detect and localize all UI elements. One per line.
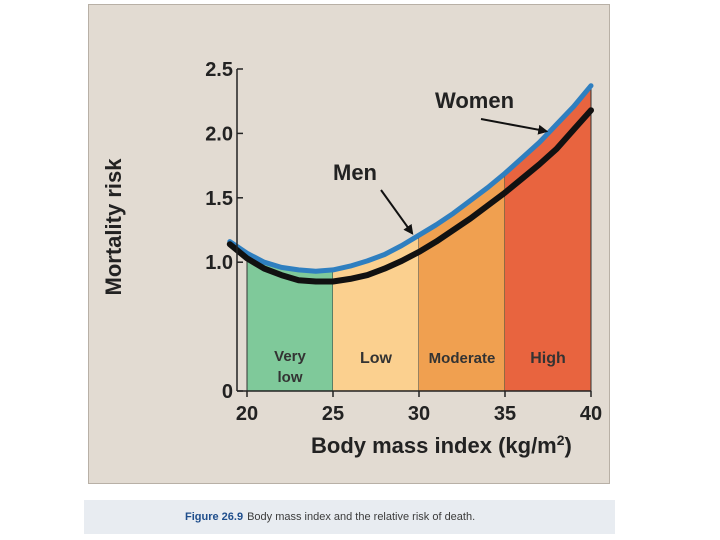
figure-panel: 0 1.0 1.5 2.0 2.5 20 25 30 35 40 Body mass index (… — [88, 4, 610, 484]
zone-label-0-0: Very — [274, 348, 306, 365]
y-tick-label-3: 2.0 — [205, 123, 233, 145]
y-axis-title: Mortality risk — [101, 158, 126, 296]
zone-label-0-1: low — [278, 369, 303, 386]
y-tick-label-4: 2.5 — [205, 59, 233, 81]
zone-0 — [247, 253, 333, 391]
zone-2 — [419, 173, 505, 391]
caption-label: Figure 26.9 — [185, 511, 244, 523]
zone-3 — [505, 85, 591, 391]
y-tick-label-0: 0 — [222, 381, 233, 403]
women-arrow — [480, 118, 549, 135]
x-axis-title: Body mass index (kg/m2) — [311, 432, 572, 458]
figure-caption: Figure 26.9 Body mass index and the rela… — [84, 500, 615, 534]
men-label: Men — [333, 160, 377, 185]
zone-label-3-0: High — [530, 350, 566, 367]
mortality-risk-chart: 0 1.0 1.5 2.0 2.5 20 25 30 35 40 Body mass index (… — [101, 59, 602, 458]
zone-label-2-0: Moderate — [429, 350, 496, 367]
series-line-women — [227, 83, 594, 274]
caption-text: Body mass index and the relative risk of… — [247, 511, 476, 523]
x-tick-label-0: 20 — [236, 403, 258, 425]
y-tick-label-1: 1.0 — [205, 252, 233, 274]
x-tick-label-4: 40 — [580, 403, 602, 425]
men-arrow — [380, 189, 414, 235]
x-tick-label-2: 30 — [408, 403, 430, 425]
zone-1 — [333, 235, 419, 391]
x-tick-label-3: 35 — [494, 403, 516, 425]
women-label: Women — [435, 88, 514, 113]
zone-label-1-0: Low — [360, 350, 393, 367]
x-tick-label-1: 25 — [322, 403, 344, 425]
y-tick-label-2: 1.5 — [205, 188, 233, 210]
series-line-men — [226, 107, 594, 285]
